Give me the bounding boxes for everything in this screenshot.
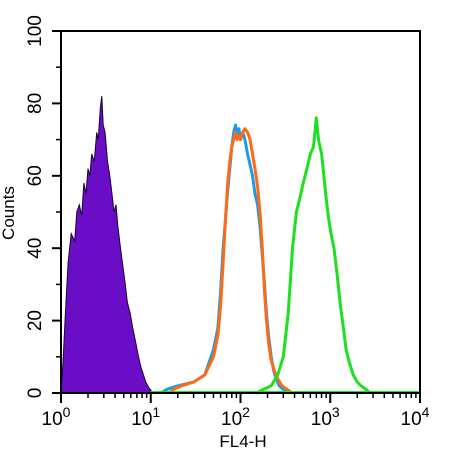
x-tick-label: 103 <box>311 404 340 430</box>
y-axis-ticks: 0 20 40 60 80 100 <box>25 15 61 398</box>
y-tick-label: 20 <box>25 310 46 331</box>
x-axis-ticks: 100 101 102 103 104 <box>42 393 430 430</box>
x-tick-label: 102 <box>221 404 250 430</box>
series-0-area <box>60 96 157 394</box>
y-axis-label: Counts <box>0 186 18 240</box>
y-tick-label: 100 <box>25 15 46 47</box>
series-layer <box>60 96 420 395</box>
y-tick-label: 0 <box>25 388 46 399</box>
x-tick-label: 100 <box>42 404 71 430</box>
series-3-line <box>255 116 372 395</box>
y-tick-label: 60 <box>25 165 46 186</box>
x-axis-label: FL4-H <box>219 432 266 451</box>
x-tick-label: 104 <box>401 404 430 430</box>
x-tick-label: 101 <box>131 404 160 430</box>
y-tick-label: 40 <box>25 238 46 259</box>
series-2-line <box>168 127 294 395</box>
y-tick-label: 80 <box>25 93 46 114</box>
